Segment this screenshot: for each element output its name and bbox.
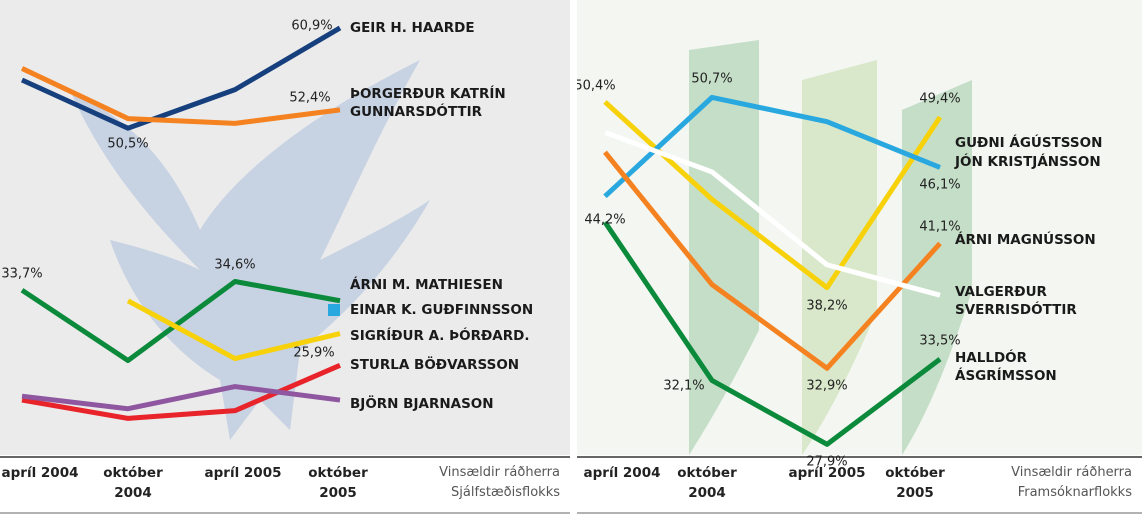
- series-line: [126, 298, 341, 362]
- series-line: [21, 363, 341, 421]
- series-label: EINAR K. GUÐFINNSSON: [350, 302, 534, 318]
- value-label: 52,4%: [289, 90, 331, 106]
- value-label: 32,1%: [663, 378, 705, 394]
- series-line: [603, 94, 941, 199]
- value-label: 50,4%: [577, 78, 616, 94]
- series-line: [20, 278, 341, 364]
- value-label: 34,6%: [214, 257, 256, 273]
- x-tick-label: apríl 2004: [1, 465, 79, 481]
- series-line: [20, 66, 341, 126]
- x-tick-label: október 2005: [308, 465, 368, 501]
- series-label: VALGERÐUR SVERRISDÓTTIR: [955, 284, 1077, 318]
- chart: [0, 0, 570, 514]
- series-label: JÓN KRISTJÁNSSON: [955, 154, 1101, 170]
- series-line: [602, 220, 942, 447]
- x-tick-label: apríl 2004: [583, 465, 661, 481]
- value-label: 49,4%: [919, 91, 961, 107]
- value-label: 60,9%: [291, 18, 333, 34]
- series-label: STURLA BÖÐVARSSON: [350, 357, 520, 373]
- series-line: [603, 150, 942, 371]
- series-label: SIGRÍÐUR A. ÞÓRÐARD.: [350, 328, 530, 344]
- legend-key: [328, 304, 340, 316]
- x-tick-label: apríl 2005: [788, 465, 866, 481]
- logo-watermark: [689, 40, 759, 455]
- series-label: GUÐNI ÁGÚSTSSON: [955, 135, 1103, 151]
- series-line: [21, 384, 341, 412]
- chart-panel: GUÐNI ÁGÚSTSSON 50,4% 38,2% 49,4% JÓN KRISTJ…: [577, 0, 1142, 516]
- value-label: 33,7%: [1, 266, 43, 282]
- x-tick-label: október 2005: [885, 465, 945, 501]
- series-label: HALLDÓR ÁSGRÍMSSON: [955, 350, 1057, 384]
- series-label: ÞORGERÐUR KATRÍN GUNNARSDÓTTIR: [350, 86, 506, 120]
- series-label: BJÖRN BJARNASON: [350, 396, 494, 412]
- series-label: ÁRNI MAGNÚSSON: [955, 232, 1096, 248]
- logo-watermark: [802, 60, 877, 455]
- value-label: 44,2%: [584, 212, 626, 228]
- value-label: 50,5%: [107, 136, 149, 152]
- x-tick-label: október 2004: [103, 465, 163, 501]
- series-line: [20, 25, 342, 131]
- value-label: 32,9%: [806, 378, 848, 394]
- value-label: 41,1%: [919, 219, 961, 235]
- eagle-watermark: [70, 60, 430, 440]
- value-label: 38,2%: [806, 298, 848, 314]
- chart: [577, 0, 1142, 514]
- x-tick-label: október 2004: [677, 465, 737, 501]
- logo-watermark: [902, 80, 972, 455]
- x-tick-label: apríl 2005: [204, 465, 282, 481]
- value-label: 25,9%: [293, 345, 335, 361]
- value-label: 27,9%: [806, 454, 848, 470]
- chart-panel: GEIR H. HAARDE 50,5% 60,9% ÞORGERÐUR KATRÍN…: [0, 0, 570, 516]
- value-label: 46,1%: [919, 177, 961, 193]
- chart-note: Vinsældir ráðherra Sjálfstæðisflokks: [439, 465, 560, 500]
- value-label: 50,7%: [691, 71, 733, 87]
- chart-note: Vinsældir ráðherra Framsóknarflokks: [1011, 465, 1132, 500]
- series-line: [604, 130, 941, 298]
- series-label: GEIR H. HAARDE: [350, 20, 475, 36]
- value-label: 33,5%: [919, 333, 961, 349]
- series-label: ÁRNI M. MATHIESEN: [350, 277, 503, 293]
